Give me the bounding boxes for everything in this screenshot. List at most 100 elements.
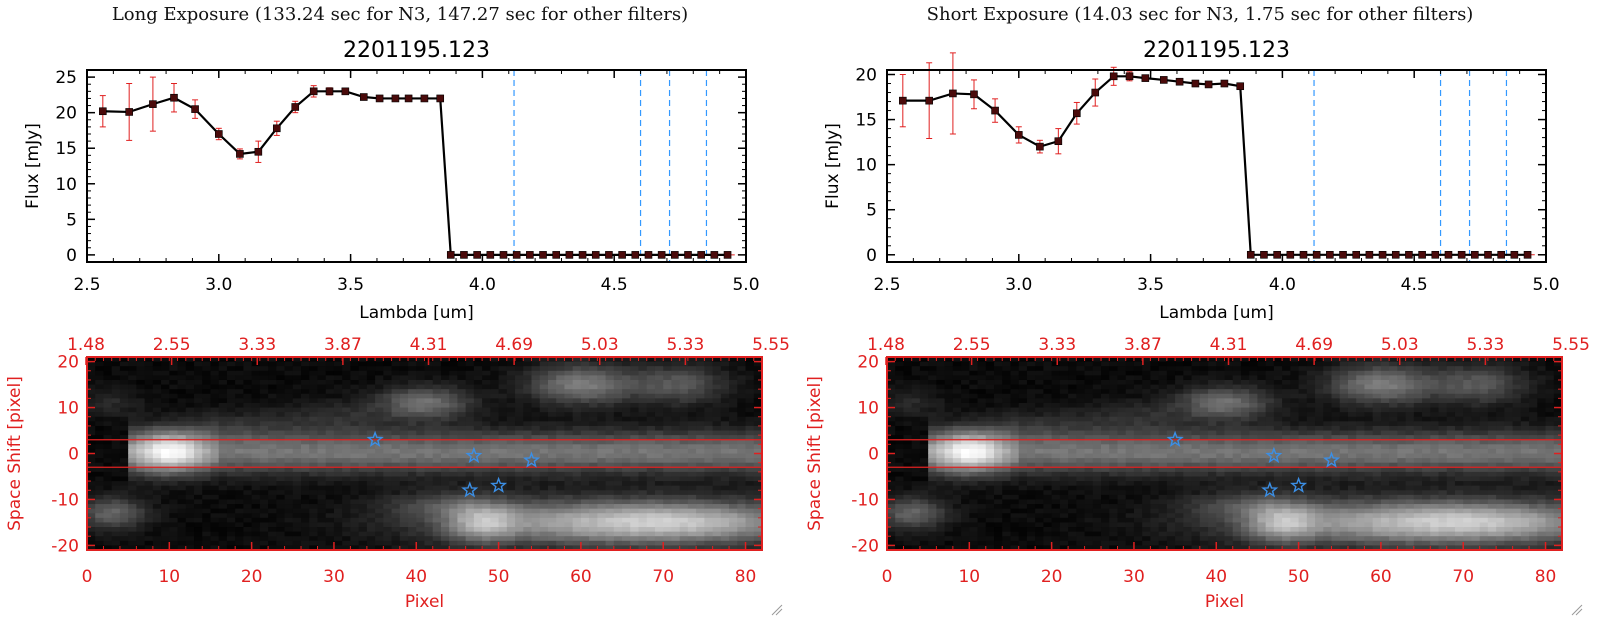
heatmap-cell [440,531,450,537]
heatmap-cell [556,421,566,427]
heatmap-cell [1035,513,1044,519]
heatmap-cell [457,490,467,496]
heatmap-cell [136,393,146,399]
heatmap-cell [424,453,434,459]
heatmap-cell [251,402,261,409]
heatmap-cell [1043,471,1053,478]
heatmap-cell [903,458,913,464]
heatmap-cell [1026,513,1036,519]
heatmap-cell [333,476,343,482]
heatmap-cell [251,513,261,519]
heatmap-cell [589,508,598,514]
heatmap-cell [128,481,137,487]
heatmap-cell [119,375,129,381]
data-point [1159,76,1168,84]
heatmap-cell [95,407,105,413]
heatmap-cell [301,361,310,367]
heatmap-cell [95,444,105,450]
heatmap-cell [202,389,212,395]
heatmap-cell [342,444,352,450]
heatmap-cell [720,536,730,542]
heatmap-cell [928,458,937,464]
heatmap-cell [1026,389,1036,395]
heatmap-cell [449,357,459,363]
heatmap-cell [1043,540,1053,547]
heatmap-cell [490,421,500,427]
heatmap-cell [506,476,516,482]
heatmap-cell [1043,402,1053,409]
heatmap-cell [144,416,154,422]
heatmap-cell [1035,504,1044,510]
heatmap-cell [961,430,970,436]
heatmap-cell [622,375,631,381]
heatmap-cell [424,398,434,404]
heatmap-cell [169,393,179,399]
heatmap-cell [928,393,937,399]
data-point [1109,72,1118,81]
heatmap-cell [490,513,500,519]
heatmap-cell [753,430,763,436]
data-point [644,251,653,259]
heatmap-cell [911,421,921,427]
heatmap-cell [712,536,722,542]
heatmap-cell [432,435,442,441]
heatmap-cell [753,393,763,399]
heatmap-cell [152,471,162,478]
heatmap-cell [613,444,623,450]
heatmap-cell [1018,540,1028,547]
heatmap-cell [325,407,335,413]
heatmap-cell [177,517,187,524]
heatmap-cell [597,393,607,399]
heatmap-cell [687,402,697,409]
heatmap-cell [936,458,946,464]
heatmap-cell [1026,370,1036,376]
heatmap-cell [696,508,705,514]
heatmap-cell [358,435,368,441]
heatmap-cell [177,522,187,528]
heatmap-cell [1002,448,1012,455]
heatmap-cell [465,531,475,537]
heatmap-cell [696,407,705,413]
heatmap-cell [243,517,253,524]
heatmap-cell [745,416,755,422]
heatmap-cell [572,448,582,455]
heatmap-cell [128,467,137,473]
heatmap-cell [490,527,500,533]
heatmap-cell [663,398,673,404]
heatmap-cell [654,375,664,381]
heatmap-cell [268,412,277,418]
heatmap-cell [136,439,146,445]
data-point [526,251,534,259]
heatmap-cell [136,462,146,468]
heatmap-cell [1002,504,1012,510]
heatmap-cell [185,527,195,533]
heatmap-cell [342,476,352,482]
heatmap-cell [564,412,574,418]
heatmap-cell [679,471,689,478]
heatmap-cell [284,435,294,441]
heatmap-cell [152,458,162,464]
heatmap-cell [589,540,598,547]
heatmap-cell [696,458,705,464]
heatmap-cell [177,476,187,482]
heatmap-cell [515,448,524,455]
heatmap-cell [259,536,269,542]
heatmap-cell [515,462,524,468]
heatmap-cell [119,366,129,372]
heatmap-cell [210,435,220,441]
heatmap-cell [936,439,946,445]
heatmap-cell [152,485,162,491]
data-point [272,124,281,133]
heatmap-cell [408,499,417,505]
heatmap-cell [919,453,929,459]
heatmap-cell [251,421,261,427]
heatmap-cell [301,370,310,376]
heatmap-cell [985,527,995,533]
x-tick-label: 10 [158,567,180,587]
heatmap-cell [128,402,137,409]
heatmap-cell [944,490,954,496]
heatmap-cell [276,540,286,547]
heatmap-cell [383,536,393,542]
heatmap-cell [185,370,195,376]
heatmap-cell [969,384,979,390]
